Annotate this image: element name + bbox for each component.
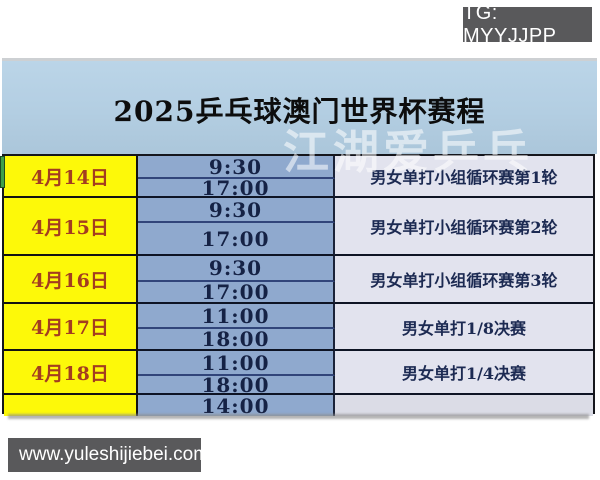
telegram-badge: TG: MYYJJPP (463, 2, 592, 47)
content-top-edge (2, 58, 597, 61)
date-cell-empty (4, 395, 138, 416)
time-cell: 18:00 (138, 329, 335, 351)
date-cell: 4月18日 (4, 351, 138, 395)
event-cell: 男女单打1/8决赛 (335, 304, 593, 351)
time-cell: 11:00 (138, 304, 335, 329)
time-cell: 14:00 (138, 395, 335, 416)
time-cell: 18:00 (138, 376, 335, 395)
event-cell: 男女单打小组循环赛第1轮 (335, 156, 593, 198)
date-cell: 4月14日 (4, 156, 138, 198)
table-drop-shadow (8, 414, 589, 419)
schedule-table: 4月14日 4月15日 4月16日 4月17日 4月18日 9:30 17:00… (2, 154, 595, 416)
time-cell: 9:30 (138, 156, 335, 179)
event-cell: 男女单打1/4决赛 (335, 351, 593, 395)
time-cell: 17:00 (138, 179, 335, 198)
website-badge: www.yuleshijiebei.com (8, 438, 209, 472)
event-cell: 男女单打小组循环赛第3轮 (335, 256, 593, 304)
time-cell: 9:30 (138, 256, 335, 282)
website-badge-label: www.yuleshijiebei.com (19, 444, 210, 465)
time-cell: 17:00 (138, 282, 335, 304)
table-header: 2025乒乓球澳门世界杯赛程 (2, 61, 597, 154)
date-cell: 4月15日 (4, 198, 138, 256)
page-title: 2025乒乓球澳门世界杯赛程 (113, 94, 486, 128)
event-cell-empty (335, 395, 593, 416)
time-cell: 11:00 (138, 351, 335, 376)
time-cell: 17:00 (138, 223, 335, 256)
date-cell: 4月17日 (4, 304, 138, 351)
event-cell: 男女单打小组循环赛第2轮 (335, 198, 593, 256)
time-cell: 9:30 (138, 198, 335, 223)
green-accent-mark (0, 156, 5, 188)
date-cell: 4月16日 (4, 256, 138, 304)
telegram-badge-label: TG: MYYJJPP (463, 1, 557, 47)
